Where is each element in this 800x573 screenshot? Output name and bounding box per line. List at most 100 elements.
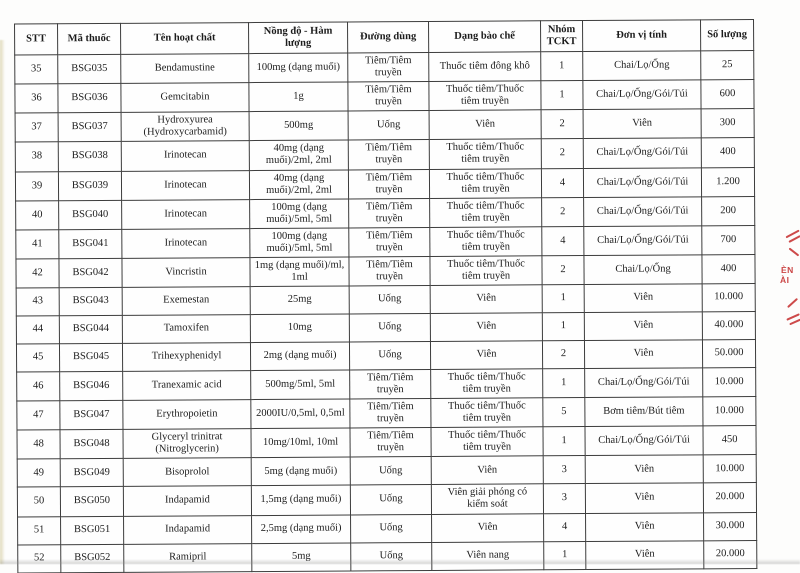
table-cell: BSG049 [60, 458, 124, 488]
table-cell: Thuốc tiêm/Thuốc tiêm truyền [429, 139, 542, 169]
table-cell: BSG036 [57, 83, 122, 114]
table-row: 39 BSG039 Irinotecan 40mg (dạng muối)/2ml, … [15, 167, 755, 201]
table-cell: Tranexamic acid [122, 370, 251, 401]
table-cell: Tiêm/Tiêm truyền [348, 256, 431, 286]
table-row: 49 BSG049 Bisoprolol 5mg (dạng muối) Uống Viê… [17, 454, 757, 488]
table-cell: 40mg (dạng muối)/2ml, 2ml [249, 169, 349, 200]
table-cell: Viên [430, 340, 543, 370]
table-cell: 100mg (dạng muối) [248, 52, 348, 83]
table-cell: Viên [584, 339, 703, 369]
table-cell: BSG044 [59, 315, 123, 344]
table-cell: 1 [542, 312, 585, 341]
table-row: 50 BSG050 Indapamid 1,5mg (dạng muối) Uống Vi… [17, 482, 757, 517]
table-cell: 1mg (dạng muối)/ml, 1ml [249, 256, 350, 287]
table-cell: 10.000 [702, 283, 756, 312]
table-cell: Thuốc tiêm/Thuốc tiêm truyền [429, 255, 543, 286]
table-cell: 500mg/5ml, 5ml [250, 369, 350, 400]
table-cell: 50.000 [702, 339, 756, 368]
table-row: 37 BSG037 Hydroxyurea (Hydroxycarbamid) 500… [15, 108, 755, 143]
table-cell: Irinotecan [121, 170, 250, 200]
table-cell: 43 [16, 287, 60, 317]
table-cell: 2 [542, 340, 585, 369]
table-cell: 2000IU/0,5ml, 0,5ml [250, 399, 350, 429]
table-cell: BSG039 [58, 170, 122, 201]
table-cell: 400 [701, 137, 755, 168]
table-cell: Chai/Lọ/Ống/Gói/Túi [583, 167, 702, 198]
table-header: STT Mã thuốc Tên hoạt chất Nồng độ - Hàm lư… [14, 19, 754, 56]
table-cell: Tiêm/Tiêm truyền [347, 52, 429, 83]
table-cell: Chai/Lọ/Ống/Gói/Túi [583, 196, 702, 227]
table-cell: 4 [541, 168, 584, 198]
table-cell: 47 [16, 400, 60, 431]
table-cell: 2 [541, 138, 584, 169]
table-cell: Chai/Lọ/Ống/Gói/Túi [583, 225, 702, 256]
table-cell: 1.200 [701, 167, 755, 197]
table-row: 44 BSG044 Tamoxifen 10mg Uống Viên 1 Viên 40.000 [16, 311, 756, 345]
table-cell: Viên [429, 110, 542, 140]
table-cell: Glyceryl trinitrat (Nitroglycerin) [122, 428, 252, 459]
table-cell: 10.000 [703, 454, 757, 484]
table-cell: Bơm tiêm/Bút tiêm [584, 396, 703, 427]
table-cell: 1,5mg (dạng muối) [251, 485, 351, 516]
table-cell: 35 [14, 54, 58, 85]
table-cell: Thuốc tiêm/Thuốc tiêm truyền [429, 168, 542, 199]
table-cell: 40.000 [702, 311, 756, 340]
table-cell: Viên [431, 513, 544, 542]
table-cell: 45 [16, 343, 60, 373]
column-header-4: Nồng độ - Hàm lượng [248, 21, 348, 54]
table-cell: BSG042 [58, 258, 123, 288]
table-cell: BSG045 [59, 343, 123, 372]
table-cell: 49 [17, 459, 61, 488]
table-cell: 10.000 [702, 396, 756, 427]
table-cell: 30.000 [703, 511, 757, 541]
table-cell: Tiêm/Tiêm truyền [348, 227, 430, 257]
table-cell: 5 [542, 397, 585, 428]
table-cell: 5mg [251, 542, 351, 572]
table-cell: Chai/Lọ/Ống/Gói/Túi [584, 367, 703, 398]
table-row: 52 BSG052 Ramipril 5mg Uống Viên nang 1 Viên 20.… [17, 539, 757, 573]
table-cell: BSG043 [59, 287, 123, 316]
table-row: 46 BSG046 Tranexamic acid 500mg/5ml, 5ml Tiê… [16, 367, 756, 402]
table-row: 43 BSG043 Exemestan 25mg Uống Viên 1 Viên 10.000 [16, 283, 756, 317]
table-cell: BSG047 [59, 400, 123, 430]
table-cell: Uống [349, 285, 431, 314]
table-cell: Viên [585, 455, 704, 484]
table-cell: 1 [540, 51, 583, 81]
table-cell: Thuốc tiêm/Thuốc tiêm truyền [428, 80, 542, 111]
table-cell: 25mg [250, 285, 350, 315]
table-cell: Chai/Lọ/Ống/Gói/Túi [583, 138, 702, 169]
table-cell: Uống [348, 110, 430, 141]
table-cell: Viên [430, 312, 543, 342]
table-cell: Thuốc tiêm/Thuốc tiêm truyền [429, 197, 542, 228]
table-cell: Viên [584, 283, 703, 313]
table-cell: Uống [350, 541, 432, 571]
table-cell: 600 [700, 79, 755, 110]
table-cell: Viên [430, 284, 543, 314]
table-cell: 3 [543, 483, 586, 514]
table-cell: 2 [541, 197, 584, 227]
table-cell: 41 [15, 229, 59, 259]
stamp-text-fragment: ÀI [780, 275, 790, 285]
table-cell: 4 [543, 513, 586, 542]
table-cell: 44 [16, 315, 60, 345]
table-cell: 3 [543, 455, 586, 485]
table-cell: 39 [15, 171, 59, 201]
header-row: STT Mã thuốc Tên hoạt chất Nồng độ - Hàm lư… [14, 19, 754, 56]
table-body: 35 BSG035 Bendamustine 100mg (dạng muối) Tiê… [14, 50, 757, 573]
table-cell: 20.000 [703, 539, 757, 569]
stamp-stroke [789, 318, 800, 325]
table-cell: Thuốc tiêm đông khô [428, 51, 541, 82]
table-cell: Exemestan [122, 286, 251, 316]
table-cell: BSG048 [59, 429, 124, 460]
table-cell: 37 [15, 113, 59, 143]
table-row: 35 BSG035 Bendamustine 100mg (dạng muối) Tiê… [14, 50, 754, 85]
drug-table: STT Mã thuốc Tên hoạt chất Nồng độ - Hàm lư… [14, 19, 758, 573]
table-cell: 300 [701, 108, 755, 139]
table-cell: 25 [700, 50, 754, 80]
table-cell: Uống [350, 456, 432, 486]
table-cell: BSG050 [60, 486, 124, 517]
table-cell: Tiêm/Tiêm truyền [349, 427, 432, 458]
table-cell: Thuốc tiêm/Thuốc tiêm truyền [430, 368, 543, 399]
table-cell: 500mg [249, 111, 349, 141]
